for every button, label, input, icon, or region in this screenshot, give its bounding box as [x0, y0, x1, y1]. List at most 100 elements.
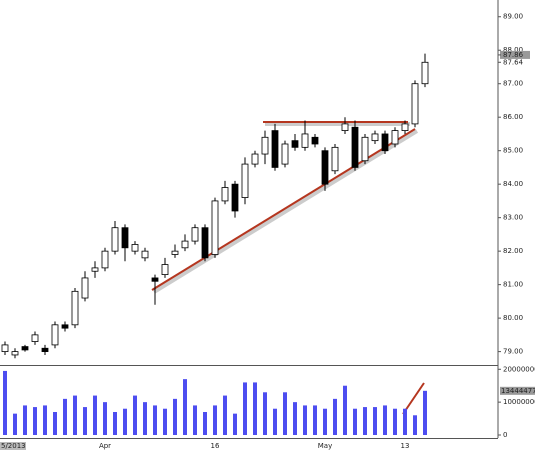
candle-body [231, 183, 239, 212]
candle-body [161, 264, 169, 275]
candle-body [81, 277, 89, 299]
volume-bar [393, 408, 397, 435]
volume-bar [263, 392, 267, 435]
x-tick-label: May [318, 442, 332, 450]
candle-body [221, 187, 229, 202]
volume-bar [333, 398, 337, 435]
volume-bar [113, 412, 117, 435]
volume-bar [313, 405, 317, 435]
volume-bar [23, 405, 27, 435]
volume-bar [163, 408, 167, 435]
volume-bar [413, 415, 417, 435]
y2-tick-label: 0 [503, 431, 507, 439]
candle-body [11, 351, 19, 356]
volume-bar [403, 408, 407, 435]
volume-bar [213, 405, 217, 435]
candle-body [341, 123, 349, 131]
candle-body [31, 334, 39, 342]
y-tick-label: 87.00 [503, 80, 523, 88]
volume-bar [83, 407, 87, 435]
candle-body [281, 143, 289, 165]
candle-body [251, 153, 259, 165]
candle-body [241, 163, 249, 198]
volume-marker-label: 13444477 [501, 387, 535, 395]
volume-bar [63, 398, 67, 435]
volume-bar [343, 385, 347, 435]
candle-body [51, 324, 59, 346]
candle-body [301, 133, 309, 148]
candle-body [381, 133, 389, 152]
volume-bar [3, 370, 7, 435]
candle-body [371, 133, 379, 142]
volume-bar [143, 402, 147, 435]
volume-bar [233, 413, 237, 435]
candle-body [291, 140, 299, 148]
candle-body [91, 267, 99, 272]
y-tick-label: 88.00 [503, 46, 523, 54]
y2-tick-label: 10000000 [503, 398, 535, 406]
volume-bar [353, 408, 357, 435]
y-tick-label: 89.00 [503, 13, 523, 21]
volume-bar [223, 395, 227, 435]
volume-bar [53, 412, 57, 435]
x-tick-label: 5/2013 [1, 442, 26, 450]
price-marker-label: 87.86 [503, 51, 524, 59]
y2-tick-label: 20000000 [503, 365, 535, 373]
volume-bar [103, 402, 107, 435]
candle-body [201, 227, 209, 259]
volume-bar [293, 402, 297, 435]
candle-body [71, 290, 79, 326]
volume-bar [183, 379, 187, 435]
candle-body [61, 324, 69, 329]
volume-bar [123, 408, 127, 435]
candle-body [131, 244, 139, 252]
volume-bar [133, 395, 137, 435]
candle-body [211, 200, 219, 255]
x-tick-label: 13 [401, 442, 410, 450]
volume-bar [303, 405, 307, 435]
volume-bar [363, 407, 367, 435]
volume-bar [33, 407, 37, 435]
candle-body [311, 136, 319, 145]
volume-bar [193, 405, 197, 435]
candle-body [181, 240, 189, 249]
volume-bar [43, 405, 47, 435]
y-tick-label: 80.00 [503, 314, 523, 322]
y-tick-label: 83.00 [503, 214, 523, 222]
candle-body [121, 227, 129, 249]
candle-body [21, 346, 29, 351]
y-tick-label: 85.00 [503, 147, 523, 155]
volume-bar [383, 405, 387, 435]
candle-body [321, 150, 329, 185]
candle-body [101, 250, 109, 269]
price-marker-box [500, 50, 530, 59]
volume-bar [243, 382, 247, 435]
candle-body [271, 130, 279, 168]
candle-body [351, 126, 359, 168]
trendlines [151, 121, 425, 415]
x-tick-label: 16 [211, 442, 220, 450]
x-tick-label: Apr [99, 442, 111, 450]
volume-bar [283, 392, 287, 435]
volume-bar [153, 405, 157, 435]
y-tick-label: 82.00 [503, 247, 523, 255]
trendline-shadow [152, 129, 419, 294]
candle-body [151, 277, 159, 282]
candle-body [1, 344, 9, 353]
volume-bar [253, 382, 257, 435]
support-trendline [151, 128, 416, 291]
volume-bar [93, 395, 97, 435]
volume-bar [273, 408, 277, 435]
candle-body [41, 347, 49, 353]
volume-bar [423, 390, 427, 435]
volume-bar [323, 408, 327, 435]
volume-bar [203, 412, 207, 435]
candle-body [191, 227, 199, 242]
y-tick-label: 81.00 [503, 281, 523, 289]
candle-body [401, 123, 409, 131]
volume-bar [13, 413, 17, 435]
candle-body [391, 130, 399, 145]
y-tick-label: 79.00 [503, 348, 523, 356]
candle-body [361, 136, 369, 162]
